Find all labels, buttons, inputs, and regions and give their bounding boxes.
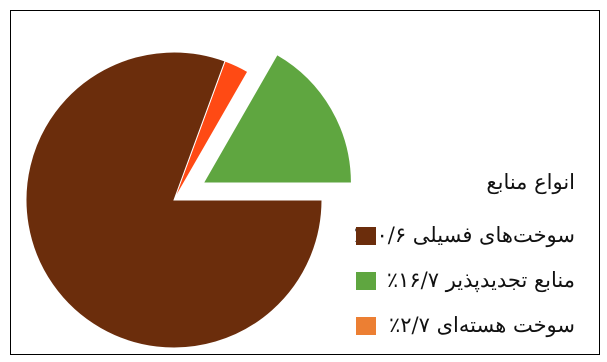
legend-swatch-renewables xyxy=(356,272,376,290)
legend-title: انواع منابع xyxy=(486,170,575,194)
legend-entry-renewables: منابع تجدیدپذیر ۱۶/۷٪ xyxy=(350,265,595,295)
legend-entry-fossil-fuels: سوخت‌های فسیلی ۸۰/۶٪ xyxy=(350,220,595,250)
chart-legend: انواع منابع سوخت‌های فسیلی ۸۰/۶٪ منابع ت… xyxy=(350,170,595,350)
legend-swatch-fossil-fuels xyxy=(356,227,376,245)
legend-swatch-nuclear xyxy=(356,317,376,335)
legend-entry-nuclear: سوخت هسته‌ای ۲/۷٪ xyxy=(350,310,595,340)
legend-label-fossil-fuels: سوخت‌های فسیلی ۸۰/۶٪ xyxy=(354,223,575,247)
legend-label-renewables: منابع تجدیدپذیر ۱۶/۷٪ xyxy=(386,268,575,292)
pie-slice-fossil-fuels xyxy=(25,51,323,349)
legend-label-nuclear: سوخت هسته‌ای ۲/۷٪ xyxy=(389,313,575,337)
pie-slice-renewables xyxy=(202,53,352,184)
